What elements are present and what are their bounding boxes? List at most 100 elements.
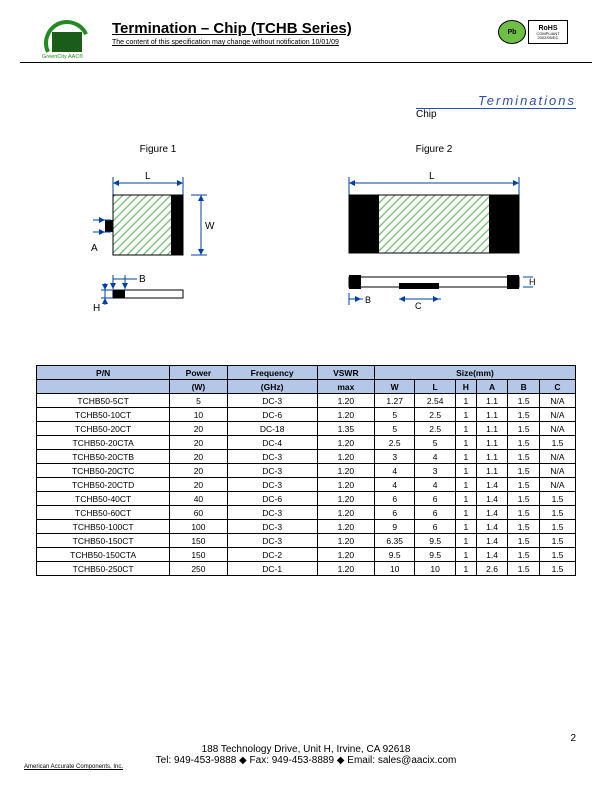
table-row: TCHB50-100CT100DC-31.209611.41.51.5 <box>37 520 576 534</box>
table-cell: 1.20 <box>317 464 374 478</box>
table-cell: 1.5 <box>539 506 575 520</box>
table-cell: DC-3 <box>227 464 317 478</box>
table-cell: 6 <box>415 492 455 506</box>
th-size: Size(mm) <box>374 366 575 380</box>
table-cell: DC-6 <box>227 408 317 422</box>
table-cell: 20 <box>170 450 227 464</box>
table-cell: 5 <box>374 408 414 422</box>
table-cell: 1.20 <box>317 408 374 422</box>
table-cell: 100 <box>170 520 227 534</box>
svg-text:H: H <box>529 277 536 287</box>
table-cell: DC-3 <box>227 534 317 548</box>
section-heading: Terminations <box>416 93 576 109</box>
table-cell: 1.1 <box>476 422 508 436</box>
compliance-badges: Pb RoHS COMPLIANT 2002/95/EC <box>498 20 568 44</box>
table-cell: 1.1 <box>476 450 508 464</box>
table-row: TCHB50-150CT150DC-31.206.359.511.41.51.5 <box>37 534 576 548</box>
table-cell: DC-3 <box>227 394 317 408</box>
table-cell: DC-18 <box>227 422 317 436</box>
table-cell: N/A <box>539 464 575 478</box>
table-cell: DC-3 <box>227 506 317 520</box>
table-cell: DC-2 <box>227 548 317 562</box>
table-cell: 1.1 <box>476 436 508 450</box>
table-cell: 1.5 <box>539 534 575 548</box>
table-cell: 1.1 <box>476 464 508 478</box>
table-cell: 1.20 <box>317 492 374 506</box>
table-cell: 2.5 <box>415 422 455 436</box>
table-cell: 9.5 <box>374 548 414 562</box>
th-vswr: VSWR <box>317 366 374 380</box>
page-title: Termination – Chip (TCHB Series) <box>112 20 498 37</box>
table-cell: 1 <box>455 492 476 506</box>
table-cell: 1.4 <box>476 534 508 548</box>
table-cell: 1.5 <box>508 436 540 450</box>
th-freq-unit: (GHz) <box>227 380 317 394</box>
table-row: TCHB50-20CTA20DC-41.202.5511.11.51.5 <box>37 436 576 450</box>
table-cell: 250 <box>170 562 227 576</box>
page-header: GreenCity AAC® Termination – Chip (TCHB … <box>20 0 592 63</box>
table-cell: 10 <box>170 408 227 422</box>
table-cell: DC-6 <box>227 492 317 506</box>
table-cell: 1.5 <box>539 562 575 576</box>
th-c: C <box>539 380 575 394</box>
table-row: TCHB50-5CT5DC-31.201.272.5411.11.5N/A <box>37 394 576 408</box>
svg-text:L: L <box>429 171 435 182</box>
table-cell: 1.5 <box>508 506 540 520</box>
th-freq: Frequency <box>227 366 317 380</box>
table-cell: 4 <box>374 478 414 492</box>
table-cell: 1.27 <box>374 394 414 408</box>
table-cell: 10 <box>415 562 455 576</box>
figure-1-label: Figure 1 <box>140 144 177 155</box>
table-row: TCHB50-10CT10DC-61.2052.511.11.5N/A <box>37 408 576 422</box>
table-cell: 6 <box>415 520 455 534</box>
title-block: Termination – Chip (TCHB Series) The con… <box>112 20 498 46</box>
table-cell: 6 <box>374 506 414 520</box>
table-cell: 1.35 <box>317 422 374 436</box>
table-cell: 4 <box>374 464 414 478</box>
table-cell: TCHB50-100CT <box>37 520 170 534</box>
table-cell: 1 <box>455 408 476 422</box>
table-cell: 1 <box>455 422 476 436</box>
footer-company: American Accurate Components, Inc. <box>24 764 123 770</box>
table-cell: 5 <box>170 394 227 408</box>
table-cell: 3 <box>374 450 414 464</box>
table-cell: TCHB50-5CT <box>37 394 170 408</box>
table-cell: 2.54 <box>415 394 455 408</box>
th-blank <box>37 380 170 394</box>
spec-table-body: TCHB50-5CT5DC-31.201.272.5411.11.5N/ATCH… <box>37 394 576 576</box>
table-cell: TCHB50-250CT <box>37 562 170 576</box>
table-cell: 1.4 <box>476 478 508 492</box>
table-cell: 1 <box>455 506 476 520</box>
spec-table: P/N Power Frequency VSWR Size(mm) (W) (G… <box>36 365 576 576</box>
table-cell: 1 <box>455 450 476 464</box>
table-cell: 1.5 <box>539 548 575 562</box>
table-cell: 60 <box>170 506 227 520</box>
rohs-line3: 2002/95/EC <box>537 36 558 40</box>
table-cell: 1.1 <box>476 394 508 408</box>
table-row: TCHB50-250CT250DC-11.20101012.61.51.5 <box>37 562 576 576</box>
table-cell: 20 <box>170 422 227 436</box>
figure-2-label: Figure 2 <box>416 144 453 155</box>
spec-table-head: P/N Power Frequency VSWR Size(mm) (W) (G… <box>37 366 576 394</box>
table-row: TCHB50-20CTC20DC-31.204311.11.5N/A <box>37 464 576 478</box>
table-cell: DC-1 <box>227 562 317 576</box>
table-cell: N/A <box>539 450 575 464</box>
table-cell: TCHB50-20CTB <box>37 450 170 464</box>
th-a: A <box>476 380 508 394</box>
svg-text:W: W <box>205 221 215 232</box>
table-cell: 1.5 <box>508 548 540 562</box>
table-cell: DC-3 <box>227 520 317 534</box>
pb-free-badge: Pb <box>498 20 526 44</box>
table-cell: 1.5 <box>539 436 575 450</box>
table-cell: 9 <box>374 520 414 534</box>
table-cell: 1.20 <box>317 478 374 492</box>
table-row: TCHB50-40CT40DC-61.206611.41.51.5 <box>37 492 576 506</box>
table-cell: 4 <box>415 478 455 492</box>
table-cell: 20 <box>170 478 227 492</box>
table-cell: 2.6 <box>476 562 508 576</box>
table-cell: TCHB50-150CT <box>37 534 170 548</box>
table-cell: 1.4 <box>476 548 508 562</box>
table-cell: 3 <box>415 464 455 478</box>
table-cell: 6 <box>415 506 455 520</box>
table-cell: 1.20 <box>317 450 374 464</box>
